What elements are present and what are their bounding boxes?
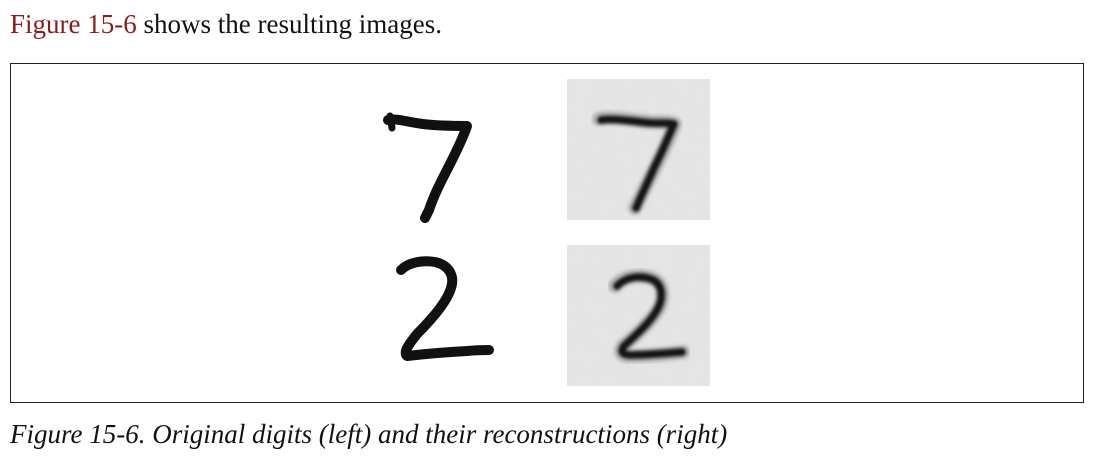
original-digit-2	[396, 256, 494, 361]
intro-text: shows the resulting images.	[136, 9, 442, 39]
reconstructed-digit-2	[567, 245, 710, 386]
figure-caption: Figure 15-6. Original digits (left) and …	[10, 419, 728, 449]
original-digit-7	[383, 112, 472, 223]
reconstructed-digit-7	[567, 79, 710, 220]
digit-figure	[383, 79, 710, 386]
intro-paragraph: Figure 15-6 shows the resulting images.	[10, 4, 442, 44]
figure-reference-link[interactable]: Figure 15-6	[10, 9, 137, 39]
figure-frame	[10, 63, 1084, 403]
